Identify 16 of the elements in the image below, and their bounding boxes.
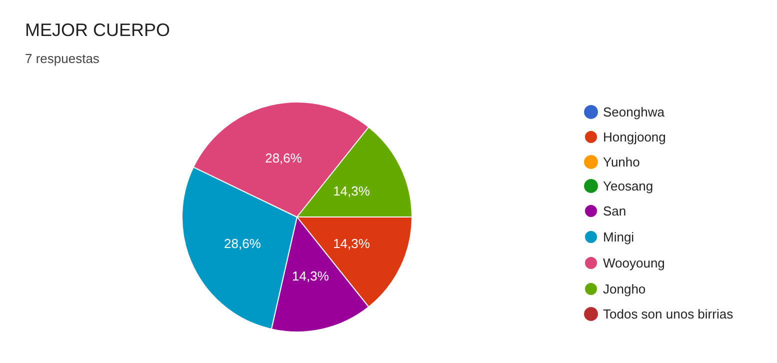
legend-label: Yunho <box>603 154 640 170</box>
legend-label: Wooyoung <box>603 256 665 270</box>
data-label: 28,6% <box>224 236 262 251</box>
data-label: 14,3% <box>292 268 330 284</box>
data-label: 14,3% <box>333 236 370 251</box>
chart-title: MEJOR CUERPO <box>25 20 170 40</box>
legend-label: Hongjoong <box>603 130 666 144</box>
data-label: 28,6% <box>265 150 302 166</box>
data-label: 14,3% <box>333 183 370 198</box>
legend-label: San <box>603 204 626 218</box>
text: 7 respuestas <box>25 51 100 66</box>
legend-label: Yeosang <box>603 178 654 194</box>
legend-label: Todos son unos birrias <box>603 306 734 322</box>
legend-label: Mingi <box>603 230 634 244</box>
legend-label: Jongho <box>603 282 646 296</box>
legend-label: Seonghwa <box>603 104 666 120</box>
